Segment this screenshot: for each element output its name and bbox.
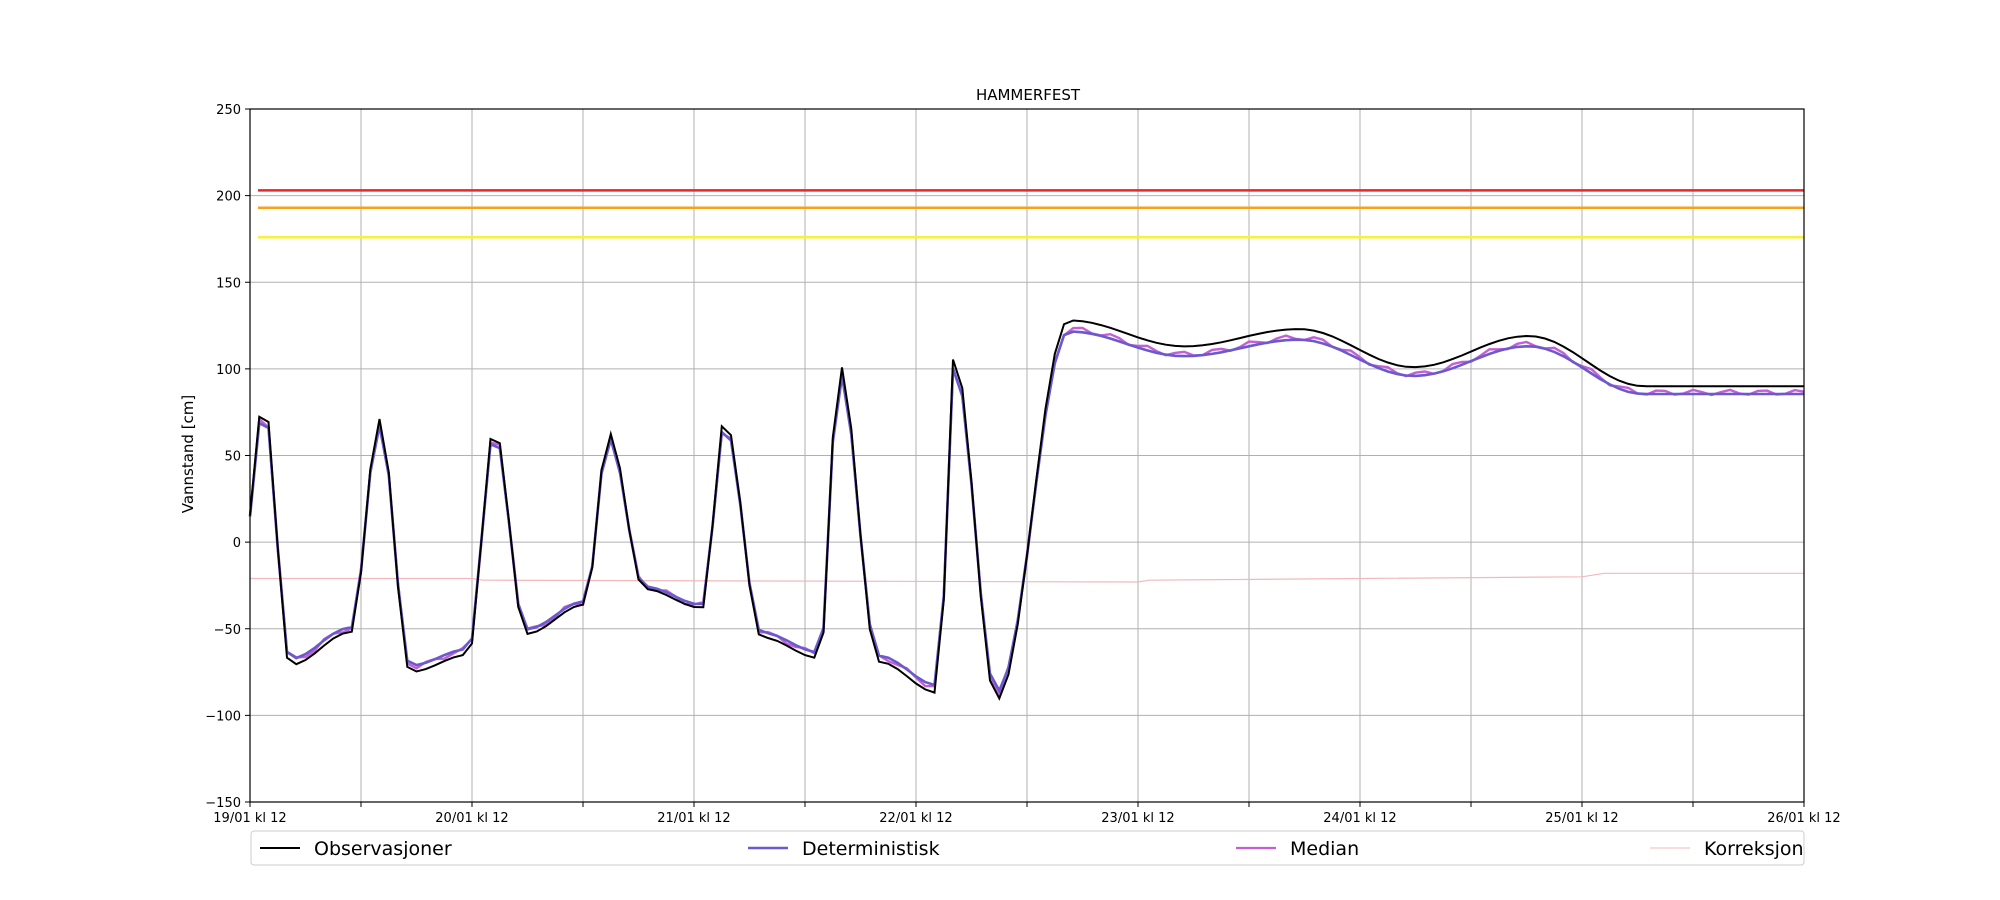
y-tick-label: 50 bbox=[224, 450, 241, 465]
legend: Observasjoner Deterministisk Median Korreks… bbox=[250, 830, 1805, 866]
y-ticks: −150 −100 −50 0 50 100 150 200 250 bbox=[205, 103, 250, 811]
x-tick-label: 26/01 kl 12 bbox=[1767, 811, 1840, 826]
y-tick-label: 200 bbox=[216, 190, 241, 205]
y-tick-label: 0 bbox=[233, 536, 241, 551]
y-tick-label: −50 bbox=[214, 623, 241, 638]
grid bbox=[249, 108, 1805, 803]
chart-title: HAMMERFEST bbox=[976, 86, 1081, 104]
x-tick-label: 22/01 kl 12 bbox=[879, 811, 952, 826]
x-tick-label: 24/01 kl 12 bbox=[1323, 811, 1396, 826]
x-tick-label: 20/01 kl 12 bbox=[435, 811, 508, 826]
legend-box bbox=[250, 830, 1805, 866]
legend-label: Deterministisk bbox=[802, 838, 940, 860]
x-ticks: 19/01 kl 12 20/01 kl 12 21/01 kl 12 22/01 k… bbox=[213, 802, 1841, 826]
x-tick-label: 21/01 kl 12 bbox=[657, 811, 730, 826]
x-tick-label: 19/01 kl 12 bbox=[213, 811, 286, 826]
legend-label: Median bbox=[1290, 838, 1359, 860]
x-tick-label: 23/01 kl 12 bbox=[1101, 811, 1174, 826]
legend-label: Observasjoner bbox=[314, 838, 452, 860]
series-line-korreksjon bbox=[250, 572, 1804, 583]
y-tick-label: −100 bbox=[205, 709, 241, 724]
series-line-observasjoner bbox=[249, 319, 1804, 701]
y-tick-label: 250 bbox=[216, 103, 241, 118]
y-tick-label: 150 bbox=[216, 276, 241, 291]
x-tick-label: 25/01 kl 12 bbox=[1545, 811, 1618, 826]
y-tick-label: −150 bbox=[205, 796, 241, 811]
threshold-lines bbox=[258, 189, 1804, 239]
y-tick-label: 100 bbox=[216, 363, 241, 378]
y-axis-label: Vannstand [cm] bbox=[179, 395, 197, 514]
series-lines bbox=[248, 319, 1805, 701]
legend-label: Korreksjon bbox=[1704, 838, 1804, 860]
